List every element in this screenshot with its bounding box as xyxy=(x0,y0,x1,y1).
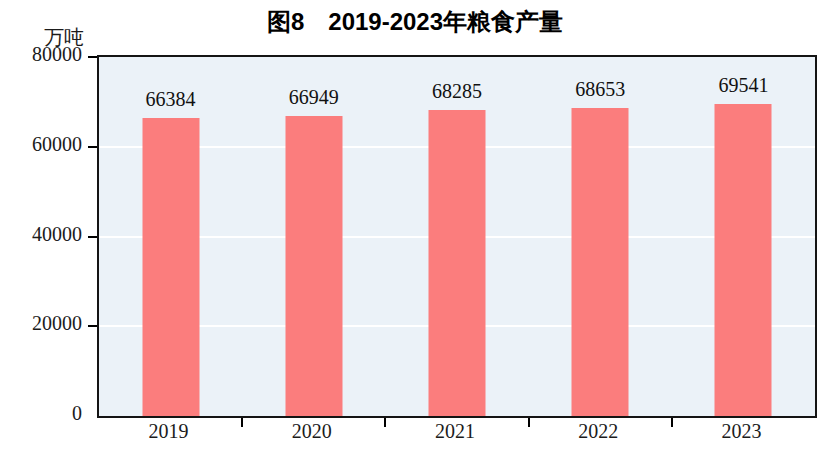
y-tick-label-60000: 60000 xyxy=(32,133,82,156)
bar-value-label-2021: 68285 xyxy=(432,80,482,103)
bar-2022 xyxy=(572,108,629,416)
bar-2020 xyxy=(285,116,342,416)
bar-2019 xyxy=(142,118,199,416)
x-tick-label-2023: 2023 xyxy=(721,420,761,443)
bar-value-label-2019: 66384 xyxy=(146,88,196,111)
y-tick-label-40000: 40000 xyxy=(32,223,82,246)
bar-2023 xyxy=(715,104,772,416)
bar-value-label-2022: 68653 xyxy=(575,78,625,101)
bar-value-label-2023: 69541 xyxy=(718,74,768,97)
chart-title: 图8 2019-2023年粮食产量 xyxy=(0,6,830,38)
x-tick-label-2019: 2019 xyxy=(149,420,189,443)
x-tick-label-2021: 2021 xyxy=(435,420,475,443)
grain-production-chart: 图8 2019-2023年粮食产量 万吨 0200004000060000800… xyxy=(0,0,830,463)
y-tick-40000 xyxy=(88,236,97,238)
y-tick-label-80000: 80000 xyxy=(32,43,82,66)
x-tick-label-2020: 2020 xyxy=(292,420,332,443)
y-tick-20000 xyxy=(88,325,97,327)
bar-value-label-2020: 66949 xyxy=(289,86,339,109)
y-tick-label-20000: 20000 xyxy=(32,312,82,335)
y-axis-labels: 020000400006000080000 xyxy=(0,55,88,414)
y-tick-60000 xyxy=(88,146,97,148)
x-axis-labels: 2019 2020 2021 2022 2023 xyxy=(97,420,813,452)
x-tick-label-2022: 2022 xyxy=(578,420,618,443)
y-tick-80000 xyxy=(88,56,97,58)
plot-area: 66384 66949 68285 68653 69541 xyxy=(97,55,817,418)
bar-2021 xyxy=(429,110,486,416)
y-tick-label-0: 0 xyxy=(72,402,82,425)
